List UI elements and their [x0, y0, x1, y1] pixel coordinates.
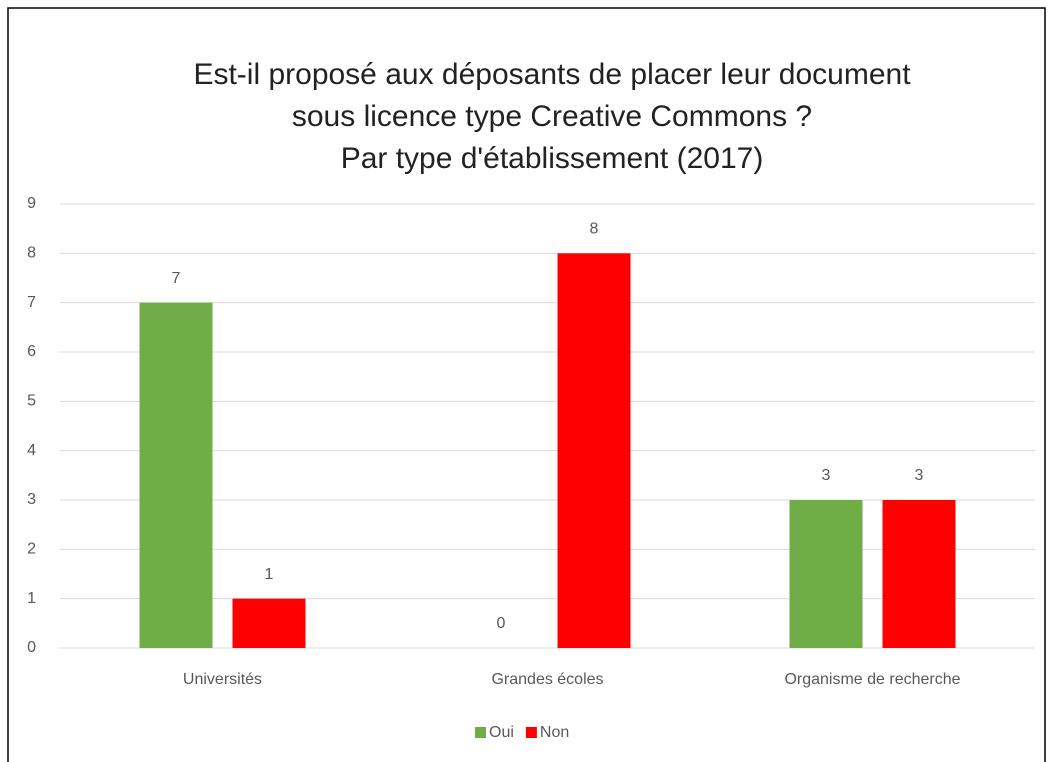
chart-border	[7, 7, 1046, 762]
data-label: 0	[497, 615, 506, 632]
data-label: 3	[915, 467, 924, 484]
chart-title: Par type d'établissement (2017)	[341, 142, 764, 175]
data-label: 8	[590, 221, 599, 238]
data-label: 1	[265, 566, 274, 583]
legend-swatch	[525, 727, 537, 738]
bar	[882, 500, 956, 648]
legend-label: Oui	[489, 724, 514, 741]
chart-title: Est-il proposé aux déposants de placer l…	[193, 58, 911, 91]
y-tick-label: 4	[27, 442, 36, 459]
bar	[789, 500, 863, 648]
y-tick-label: 5	[27, 393, 36, 410]
legend-label: Non	[540, 724, 569, 741]
bar	[139, 302, 213, 648]
data-label: 3	[822, 467, 831, 484]
chart-title: sous licence type Creative Commons ?	[292, 100, 812, 133]
y-tick-label: 2	[27, 541, 36, 558]
bar	[232, 598, 306, 648]
x-tick-label: Organisme de recherche	[784, 671, 960, 688]
x-tick-label: Universités	[183, 671, 262, 688]
y-tick-label: 6	[27, 343, 36, 360]
y-tick-label: 1	[27, 590, 36, 607]
y-tick-label: 7	[27, 294, 36, 311]
bar	[557, 253, 631, 649]
y-tick-label: 3	[27, 491, 36, 508]
x-tick-label: Grandes écoles	[491, 671, 603, 688]
legend-swatch	[475, 727, 486, 738]
y-tick-label: 9	[27, 195, 36, 212]
y-tick-label: 0	[27, 639, 36, 656]
data-label: 7	[172, 270, 181, 287]
y-tick-label: 8	[27, 245, 36, 262]
